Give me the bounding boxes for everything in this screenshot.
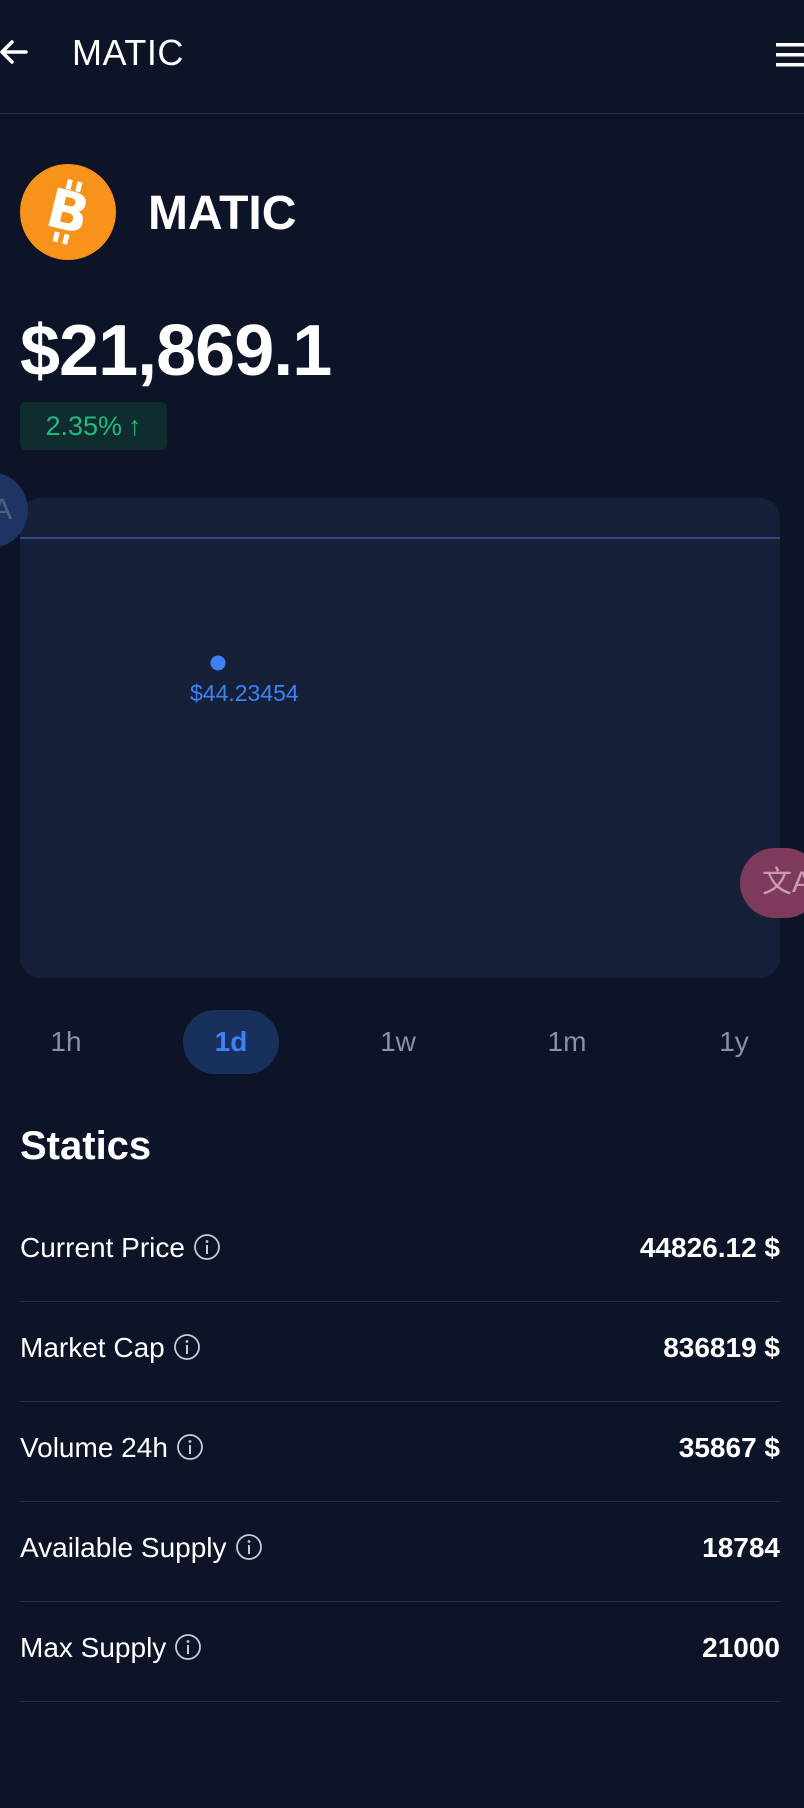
- stat-label: Market Cap: [20, 1332, 165, 1363]
- bitcoin-logo-icon: B: [41, 176, 96, 247]
- chart-point[interactable]: [210, 655, 226, 671]
- price-change-value: 2.35%: [45, 411, 123, 441]
- stat-label: Max Supply: [20, 1632, 167, 1663]
- stat-label-wrap: Current Price: [20, 1232, 221, 1264]
- stat-row-available-supply: Available Supply 18784: [20, 1502, 780, 1602]
- stat-value: 21000: [702, 1632, 780, 1663]
- stat-value: 836819 $: [663, 1332, 780, 1363]
- page-title: MATIC: [72, 32, 184, 73]
- stat-row-current-price: Current Price 44826.12 $: [20, 1202, 780, 1302]
- stat-value: 35867 $: [678, 1432, 780, 1463]
- stat-label: Available Supply: [20, 1532, 227, 1563]
- coin-logo: B: [20, 164, 116, 260]
- chart-canvas: [20, 537, 780, 671]
- price-chart[interactable]: [20, 498, 780, 978]
- info-icon[interactable]: [174, 1633, 202, 1661]
- arrow-left-icon: [0, 40, 28, 64]
- stat-label: Current Price: [20, 1232, 185, 1263]
- stat-label-wrap: Volume 24h: [20, 1432, 204, 1464]
- info-icon[interactable]: [193, 1233, 221, 1261]
- menu-button[interactable]: [776, 40, 804, 70]
- stat-row-volume-24h: Volume 24h 35867 $: [20, 1402, 780, 1502]
- info-icon[interactable]: [173, 1333, 201, 1361]
- stat-row-market-cap: Market Cap 836819 $: [20, 1302, 780, 1402]
- arrow-up-icon: ↑: [128, 411, 142, 441]
- statics-title: Statics: [20, 1124, 152, 1168]
- tab-1y[interactable]: 1y: [719, 1026, 749, 1057]
- stat-label-wrap: Available Supply: [20, 1532, 263, 1564]
- top-app-bar: MATIC: [0, 0, 804, 114]
- info-icon[interactable]: [176, 1433, 204, 1461]
- tab-1h[interactable]: 1h: [50, 1026, 82, 1057]
- tab-1w[interactable]: 1w: [380, 1026, 416, 1057]
- hamburger-menu-icon: [776, 43, 804, 67]
- coin-name: MATIC: [148, 187, 297, 240]
- coin-price: $21,869.1: [20, 311, 332, 391]
- stat-label: Volume 24h: [20, 1432, 168, 1463]
- stat-value: 44826.12 $: [639, 1232, 780, 1263]
- stat-label-wrap: Max Supply: [20, 1632, 202, 1664]
- stat-value: 18784: [702, 1532, 780, 1563]
- stat-row-max-supply: Max Supply 21000: [20, 1602, 780, 1702]
- tab-1d[interactable]: 1d: [183, 1010, 279, 1074]
- back-button[interactable]: [0, 34, 32, 70]
- price-change-badge: 2.35% ↑: [20, 402, 167, 450]
- chart-point-label: $44.23454: [190, 680, 299, 706]
- tab-1m[interactable]: 1m: [547, 1026, 587, 1057]
- translate-icon[interactable]: 文A: [740, 848, 804, 918]
- info-icon[interactable]: [235, 1533, 263, 1561]
- stat-label-wrap: Market Cap: [20, 1332, 201, 1364]
